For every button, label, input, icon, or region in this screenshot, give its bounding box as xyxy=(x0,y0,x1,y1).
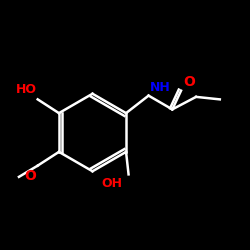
Text: O: O xyxy=(183,75,195,89)
Text: HO: HO xyxy=(16,84,36,96)
Text: NH: NH xyxy=(150,82,171,94)
Text: OH: OH xyxy=(101,178,122,190)
Text: O: O xyxy=(24,169,36,182)
